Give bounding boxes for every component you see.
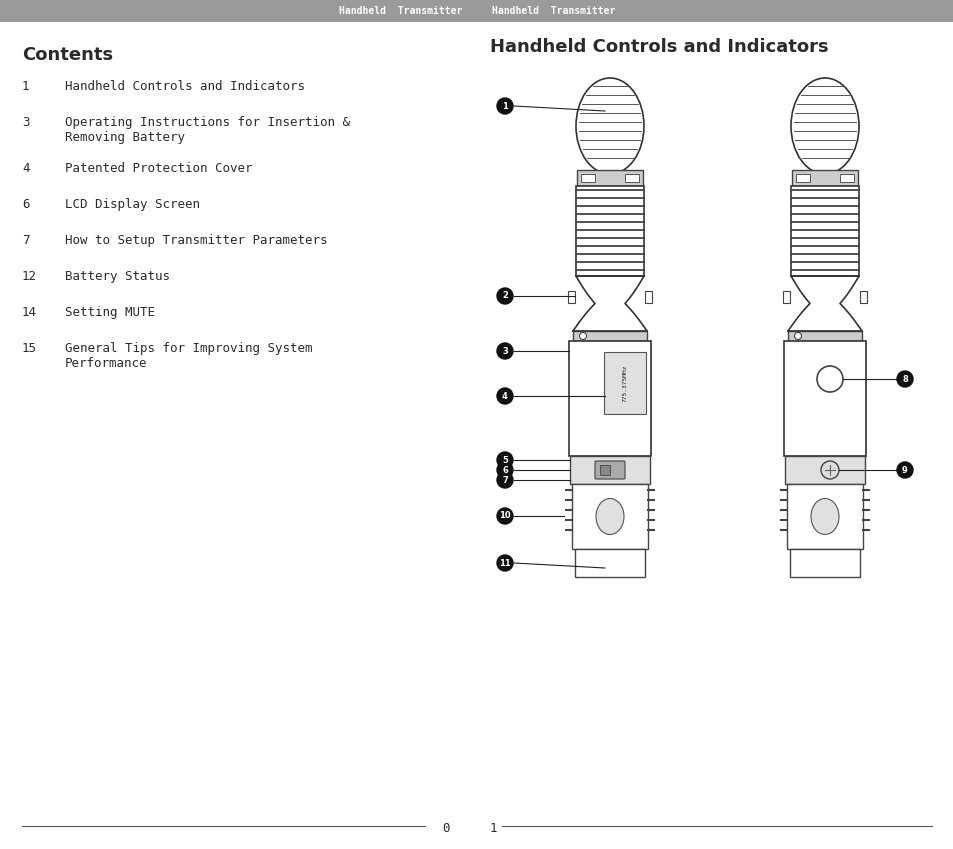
- Ellipse shape: [576, 78, 643, 174]
- Circle shape: [578, 333, 586, 340]
- FancyBboxPatch shape: [599, 465, 609, 475]
- Circle shape: [497, 472, 513, 488]
- Circle shape: [497, 452, 513, 468]
- Circle shape: [896, 371, 912, 387]
- Circle shape: [497, 555, 513, 571]
- Text: Patented Protection Cover: Patented Protection Cover: [65, 162, 253, 175]
- Text: 6: 6: [501, 465, 507, 475]
- Text: 4: 4: [22, 162, 30, 175]
- Text: 0: 0: [442, 822, 450, 835]
- Text: Battery Status: Battery Status: [65, 270, 170, 283]
- Text: 7: 7: [501, 475, 507, 485]
- FancyBboxPatch shape: [567, 291, 575, 303]
- Text: Handheld  Transmitter: Handheld Transmitter: [338, 6, 461, 16]
- Text: 4: 4: [501, 391, 507, 401]
- Circle shape: [821, 461, 838, 479]
- FancyBboxPatch shape: [786, 484, 862, 549]
- Text: 12: 12: [22, 270, 37, 283]
- Text: 1: 1: [22, 80, 30, 93]
- Text: 5: 5: [501, 456, 507, 464]
- Polygon shape: [787, 276, 862, 331]
- FancyBboxPatch shape: [789, 549, 859, 577]
- Text: Handheld Controls and Indicators: Handheld Controls and Indicators: [65, 80, 305, 93]
- Ellipse shape: [596, 498, 623, 535]
- FancyBboxPatch shape: [576, 186, 643, 276]
- Ellipse shape: [790, 78, 858, 174]
- Circle shape: [497, 508, 513, 524]
- FancyBboxPatch shape: [476, 0, 953, 22]
- Text: General Tips for Improving System: General Tips for Improving System: [65, 342, 313, 355]
- Circle shape: [497, 288, 513, 304]
- FancyBboxPatch shape: [0, 0, 476, 22]
- FancyBboxPatch shape: [791, 170, 857, 186]
- FancyBboxPatch shape: [569, 456, 649, 484]
- FancyBboxPatch shape: [573, 331, 646, 341]
- Text: Handheld Controls and Indicators: Handheld Controls and Indicators: [490, 38, 828, 56]
- FancyBboxPatch shape: [595, 461, 624, 479]
- Text: 7: 7: [22, 234, 30, 247]
- Text: 6: 6: [22, 198, 30, 211]
- FancyBboxPatch shape: [787, 331, 862, 341]
- Text: Contents: Contents: [22, 46, 113, 64]
- FancyBboxPatch shape: [795, 174, 809, 182]
- Text: Performance: Performance: [65, 357, 148, 370]
- Text: How to Setup Transmitter Parameters: How to Setup Transmitter Parameters: [65, 234, 327, 247]
- Circle shape: [816, 366, 842, 392]
- Text: 11: 11: [498, 559, 511, 567]
- Text: 1: 1: [501, 102, 507, 110]
- Text: LCD Display Screen: LCD Display Screen: [65, 198, 200, 211]
- Text: Removing Battery: Removing Battery: [65, 131, 185, 144]
- Text: 1: 1: [490, 822, 497, 835]
- FancyBboxPatch shape: [790, 186, 858, 276]
- Text: 775.375MHz: 775.375MHz: [622, 364, 627, 402]
- FancyBboxPatch shape: [784, 456, 864, 484]
- FancyBboxPatch shape: [580, 174, 595, 182]
- Text: Operating Instructions for Insertion &: Operating Instructions for Insertion &: [65, 116, 350, 129]
- FancyBboxPatch shape: [644, 291, 651, 303]
- FancyBboxPatch shape: [575, 549, 644, 577]
- FancyBboxPatch shape: [840, 174, 853, 182]
- FancyBboxPatch shape: [572, 484, 647, 549]
- FancyBboxPatch shape: [783, 341, 865, 456]
- Circle shape: [497, 462, 513, 478]
- Circle shape: [497, 98, 513, 114]
- FancyBboxPatch shape: [624, 174, 639, 182]
- Text: 10: 10: [498, 511, 510, 520]
- Text: 3: 3: [22, 116, 30, 129]
- FancyBboxPatch shape: [568, 341, 650, 456]
- FancyBboxPatch shape: [577, 170, 642, 186]
- Circle shape: [497, 343, 513, 359]
- Text: 3: 3: [501, 346, 507, 356]
- Text: 8: 8: [902, 374, 907, 384]
- Text: 14: 14: [22, 306, 37, 319]
- FancyBboxPatch shape: [859, 291, 866, 303]
- Ellipse shape: [810, 498, 838, 535]
- Polygon shape: [573, 276, 646, 331]
- Circle shape: [896, 462, 912, 478]
- Circle shape: [794, 333, 801, 340]
- Circle shape: [497, 388, 513, 404]
- Text: 2: 2: [501, 291, 507, 301]
- Text: Setting MUTE: Setting MUTE: [65, 306, 154, 319]
- Text: 9: 9: [902, 465, 907, 475]
- Text: 15: 15: [22, 342, 37, 355]
- Text: Handheld  Transmitter: Handheld Transmitter: [492, 6, 615, 16]
- FancyBboxPatch shape: [782, 291, 789, 303]
- FancyBboxPatch shape: [603, 352, 645, 414]
